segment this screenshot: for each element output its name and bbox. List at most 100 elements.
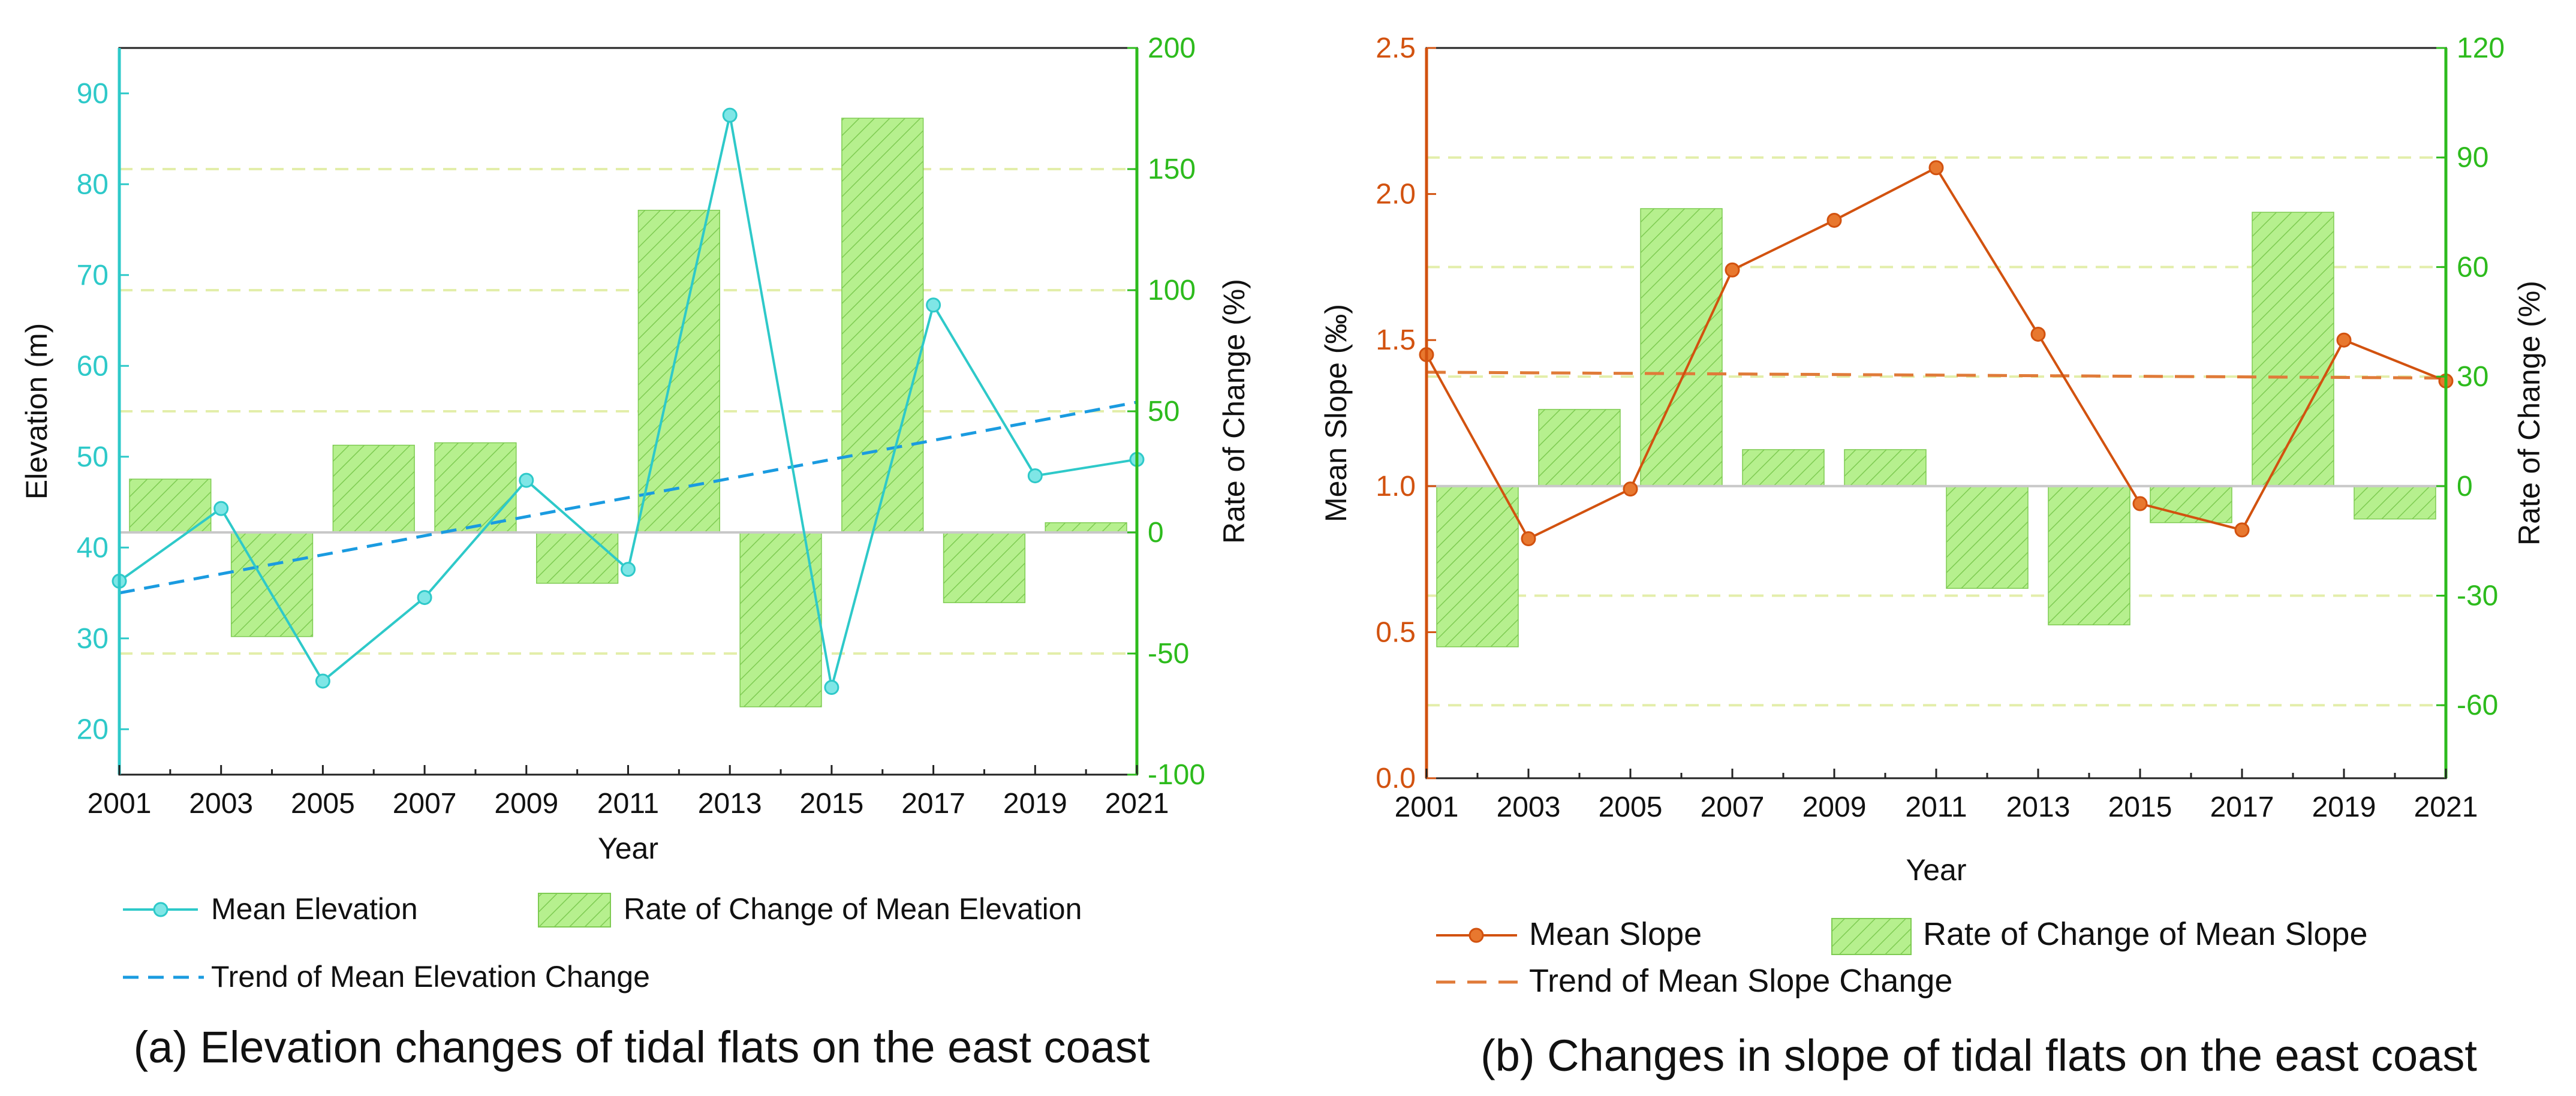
panel-a-x-tick-label: 2001 xyxy=(88,788,152,820)
panel-b-point xyxy=(2336,332,2352,348)
panel-b-y-right-tick-label: -60 xyxy=(2457,689,2498,721)
panel-b-x-tick-label: 2021 xyxy=(2414,791,2478,823)
panel-b-y-right-tick-label: 90 xyxy=(2457,142,2488,174)
panel-a-x-tick-label: 2017 xyxy=(901,788,965,820)
panel-b-bar xyxy=(1742,449,1825,487)
panel-a-y-right-tick-label: 0 xyxy=(1148,517,1164,549)
panel-a-point xyxy=(621,562,636,577)
panel-a-bar xyxy=(536,532,619,584)
panel-a-y-left-label: Elevation (m) xyxy=(20,323,53,500)
panel-a-bar xyxy=(332,444,415,533)
panel-b-x-tick-label: 2001 xyxy=(1395,791,1459,823)
panel-b-legend-line-label: Mean Slope xyxy=(1529,916,1702,952)
panel-a-x-tick-label: 2005 xyxy=(291,788,355,820)
panel-a-y-left-tick-label: 70 xyxy=(77,260,109,291)
panel-b-legend-trend-label: Trend of Mean Slope Change xyxy=(1529,963,1952,999)
panel-a-point xyxy=(824,680,839,695)
panel-b-point xyxy=(1725,262,1740,278)
panel-b-y-right-label: Rate of Change (%) xyxy=(2512,281,2546,546)
panel-a-y-left-tick-label: 40 xyxy=(77,532,109,564)
panel-a-point xyxy=(926,297,941,313)
panel-b: 2001 2003 2005 2007 2009 2011 2013 2015 2017 2019… xyxy=(1319,32,2546,1080)
panel-a-x-label: Year xyxy=(598,832,658,865)
panel-b-y-right-tick-label: 30 xyxy=(2457,361,2488,393)
panel-b-point xyxy=(1928,160,1944,176)
panel-a-x-tick-label: 2015 xyxy=(800,788,864,820)
panel-b-x-tick-label: 2017 xyxy=(2210,791,2274,823)
panel-a-y-left-tick-label: 50 xyxy=(77,441,109,473)
panel-b-y-left-tick-label: 0.0 xyxy=(1376,763,1416,794)
panel-a-y-left-tick-label: 90 xyxy=(77,78,109,110)
panel-a-gridlines xyxy=(119,168,1137,655)
panel-a-y-right-label: Rate of Change (%) xyxy=(1217,279,1251,544)
panel-b-caption: (b) Changes in slope of tidal flats on t… xyxy=(1480,1031,2477,1080)
panel-a-point xyxy=(315,673,330,689)
panel-a-y-left-tick-label: 20 xyxy=(77,713,109,745)
panel-b-trend-line xyxy=(1426,371,2446,380)
panel-a-point xyxy=(722,107,738,123)
panel-a-y-right-tick-label: -100 xyxy=(1148,759,1205,791)
panel-b-point xyxy=(2132,496,2148,511)
panel-a-point xyxy=(417,590,432,606)
panel-a-caption: (a) Elevation changes of tidal flats on … xyxy=(134,1022,1150,1072)
panel-a-legend-trend-label: Trend of Mean Elevation Change xyxy=(211,960,650,993)
panel-a-point xyxy=(1027,468,1043,484)
panel-b-point xyxy=(2030,326,2046,342)
panel-a-legend-marker-swatch xyxy=(153,902,168,917)
panel-b-bar xyxy=(2048,486,2130,625)
panel-a-legend: Mean Elevation Rate of Change of Mean Ele… xyxy=(123,892,1082,993)
panel-a-legend-line-label: Mean Elevation xyxy=(211,892,418,926)
panel-a-y-left-tick-label: 60 xyxy=(77,350,109,382)
panel-b-y-left-label: Mean Slope (‰) xyxy=(1319,304,1353,522)
panel-a-tick-labels: 2001 2003 2005 2007 2009 2011 2013 2015 2017 2019… xyxy=(77,32,1205,820)
panel-a-x-tick-label: 2003 xyxy=(189,788,253,820)
panel-a-y-left-tick-label: 80 xyxy=(77,168,109,200)
panel-a: 2001 2003 2005 2007 2009 2011 2013 2015 2017 2019… xyxy=(20,32,1251,1072)
panel-b-point xyxy=(2234,522,2250,538)
panel-a-legend-bar-label: Rate of Change of Mean Elevation xyxy=(624,892,1082,926)
panel-a-point xyxy=(213,501,229,516)
panel-b-x-tick-label: 2007 xyxy=(1701,791,1765,823)
panel-b-bar xyxy=(1640,208,1723,487)
panel-a-x-tick-label: 2011 xyxy=(597,788,659,820)
panel-b-ticks xyxy=(1425,47,2447,779)
panel-b-bar xyxy=(2354,486,2436,520)
panel-a-bar xyxy=(841,118,924,533)
panel-a-y-right-tick-label: 150 xyxy=(1148,153,1196,185)
panel-b-y-right-tick-label: -30 xyxy=(2457,580,2498,612)
panel-a-y-right-tick-label: -50 xyxy=(1148,638,1189,670)
panel-a-legend-bar-swatch xyxy=(538,893,611,928)
panel-b-x-tick-label: 2015 xyxy=(2108,791,2172,823)
panel-b-tick-labels: 2001 2003 2005 2007 2009 2011 2013 2015 2017 2019… xyxy=(1376,32,2505,823)
panel-a-x-tick-label: 2013 xyxy=(698,788,762,820)
panel-b-bar xyxy=(1538,409,1621,487)
panel-a-points xyxy=(112,107,1145,695)
panel-a-x-tick-label: 2021 xyxy=(1105,788,1169,820)
panel-a-y-right-tick-label: 200 xyxy=(1148,32,1196,64)
panel-a-bars xyxy=(129,118,1127,707)
panel-a-x-tick-label: 2007 xyxy=(393,788,457,820)
panel-a-bar xyxy=(230,532,314,637)
panel-a-bar xyxy=(129,478,212,533)
panel-b-y-left-tick-label: 1.5 xyxy=(1376,324,1416,356)
panel-b-y-right-tick-label: 120 xyxy=(2457,32,2505,64)
panel-b-x-tick-label: 2005 xyxy=(1599,791,1663,823)
panel-b-point xyxy=(1826,212,1842,228)
panel-b-y-left-tick-label: 0.5 xyxy=(1376,616,1416,648)
panel-b-legend-marker-swatch xyxy=(1468,928,1484,943)
panel-a-y-right-tick-label: 100 xyxy=(1148,275,1196,306)
panel-b-x-tick-label: 2009 xyxy=(1802,791,1867,823)
panel-b-x-tick-label: 2019 xyxy=(2312,791,2376,823)
panel-b-x-tick-label: 2013 xyxy=(2006,791,2071,823)
panel-a-trend-line xyxy=(119,401,1137,595)
panel-b-bars xyxy=(1436,208,2436,648)
panel-a-ticks xyxy=(118,47,1138,776)
panel-b-legend-bar-label: Rate of Change of Mean Slope xyxy=(1923,916,2368,952)
panel-b-y-left-tick-label: 1.0 xyxy=(1376,471,1416,502)
panel-a-bar xyxy=(637,209,720,533)
panel-a-bar xyxy=(943,532,1026,603)
panel-b-bar xyxy=(2252,212,2334,487)
panel-a-x-tick-label: 2019 xyxy=(1003,788,1067,820)
panel-b-bar xyxy=(1844,449,1927,487)
